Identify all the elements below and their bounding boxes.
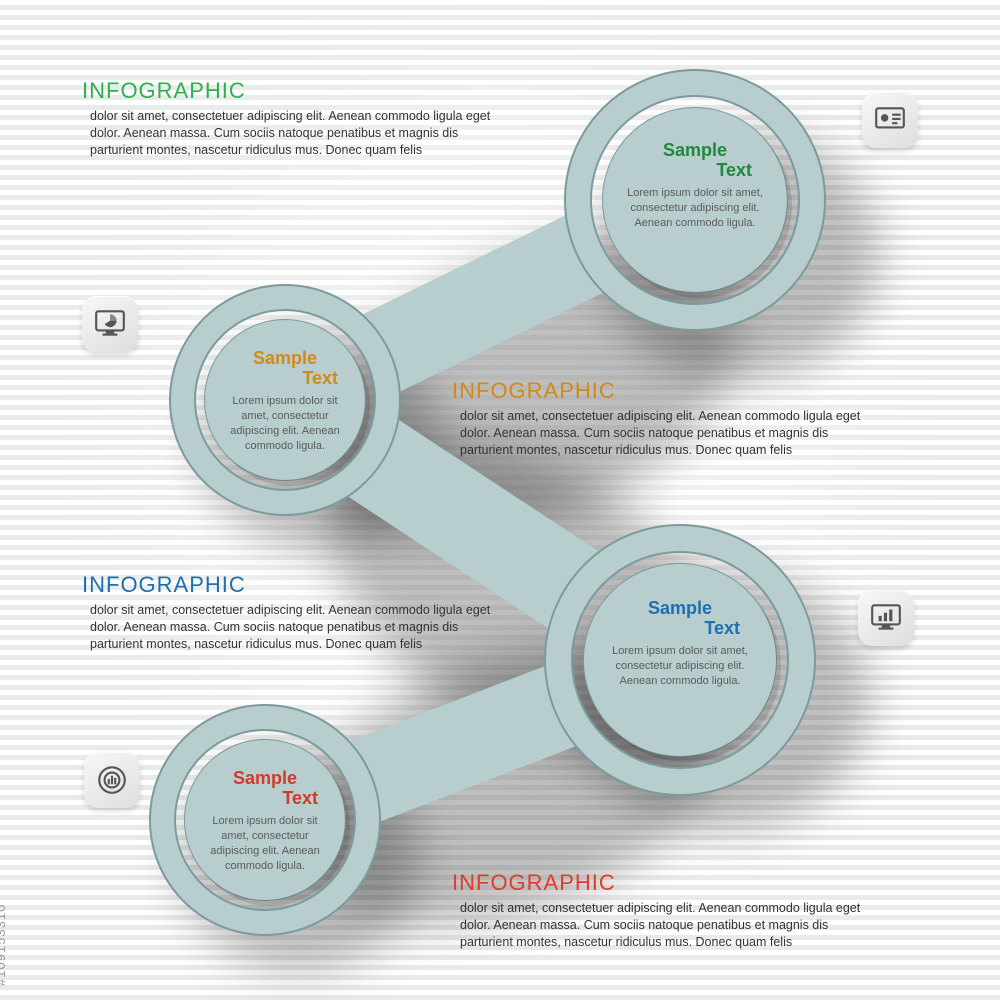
text-block-1: INFOGRAPHIC dolor sit amet, consectetuer… [82,78,512,159]
circle-2-body: Lorem ipsum dolor sit amet, consectetur … [218,394,352,454]
block-2-body: dolor sit amet, consectetuer adipiscing … [452,408,882,459]
circle-2-title1: Sample [253,348,317,368]
watermark-id: #109153310 [0,904,8,986]
circle-3-content: Sample Text Lorem ipsum dolor sit amet, … [602,598,758,689]
block-1-title: INFOGRAPHIC [82,78,512,104]
presentation-icon [862,92,918,148]
circle-3-title2: Text [704,618,740,638]
text-block-3: INFOGRAPHIC dolor sit amet, consectetuer… [82,572,512,653]
infographic-canvas: Sample Text Lorem ipsum dolor sit amet, … [0,0,1000,1000]
circle-2-title2: Text [302,368,338,388]
circle-4-body: Lorem ipsum dolor sit amet, consectetur … [198,814,332,874]
circle-4-title2: Text [282,788,318,808]
circle-1-content: Sample Text Lorem ipsum dolor sit amet, … [620,140,770,231]
target-chart-icon [84,752,140,808]
block-2-title: INFOGRAPHIC [452,378,882,404]
circle-1-title1: Sample [663,140,727,160]
block-4-body: dolor sit amet, consectetuer adipiscing … [452,900,882,951]
block-4-title: INFOGRAPHIC [452,870,882,896]
circle-2-content: Sample Text Lorem ipsum dolor sit amet, … [218,348,352,454]
block-3-body: dolor sit amet, consectetuer adipiscing … [82,602,512,653]
pie-monitor-icon [82,296,138,352]
text-block-2: INFOGRAPHIC dolor sit amet, consectetuer… [452,378,882,459]
circle-1-body: Lorem ipsum dolor sit amet, consectetur … [620,186,770,231]
circle-3-title1: Sample [648,598,712,618]
block-1-body: dolor sit amet, consectetuer adipiscing … [82,108,512,159]
text-block-4: INFOGRAPHIC dolor sit amet, consectetuer… [452,870,882,951]
circle-4-content: Sample Text Lorem ipsum dolor sit amet, … [198,768,332,874]
circle-3-body: Lorem ipsum dolor sit amet, consectetur … [602,644,758,689]
block-3-title: INFOGRAPHIC [82,572,512,598]
circle-1-title2: Text [716,160,752,180]
circle-4-title1: Sample [233,768,297,788]
bar-monitor-icon [858,590,914,646]
